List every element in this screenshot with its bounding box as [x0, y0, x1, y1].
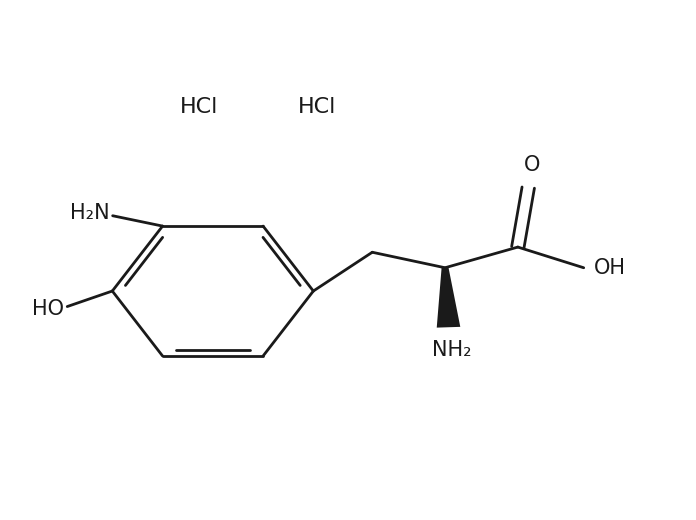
Text: HO: HO: [32, 299, 64, 319]
Text: HCl: HCl: [298, 97, 336, 118]
Text: HCl: HCl: [180, 97, 218, 118]
Text: OH: OH: [594, 258, 626, 278]
Text: O: O: [523, 154, 540, 175]
Text: H₂N: H₂N: [70, 203, 109, 223]
Text: NH₂: NH₂: [432, 340, 472, 360]
Polygon shape: [437, 268, 460, 328]
